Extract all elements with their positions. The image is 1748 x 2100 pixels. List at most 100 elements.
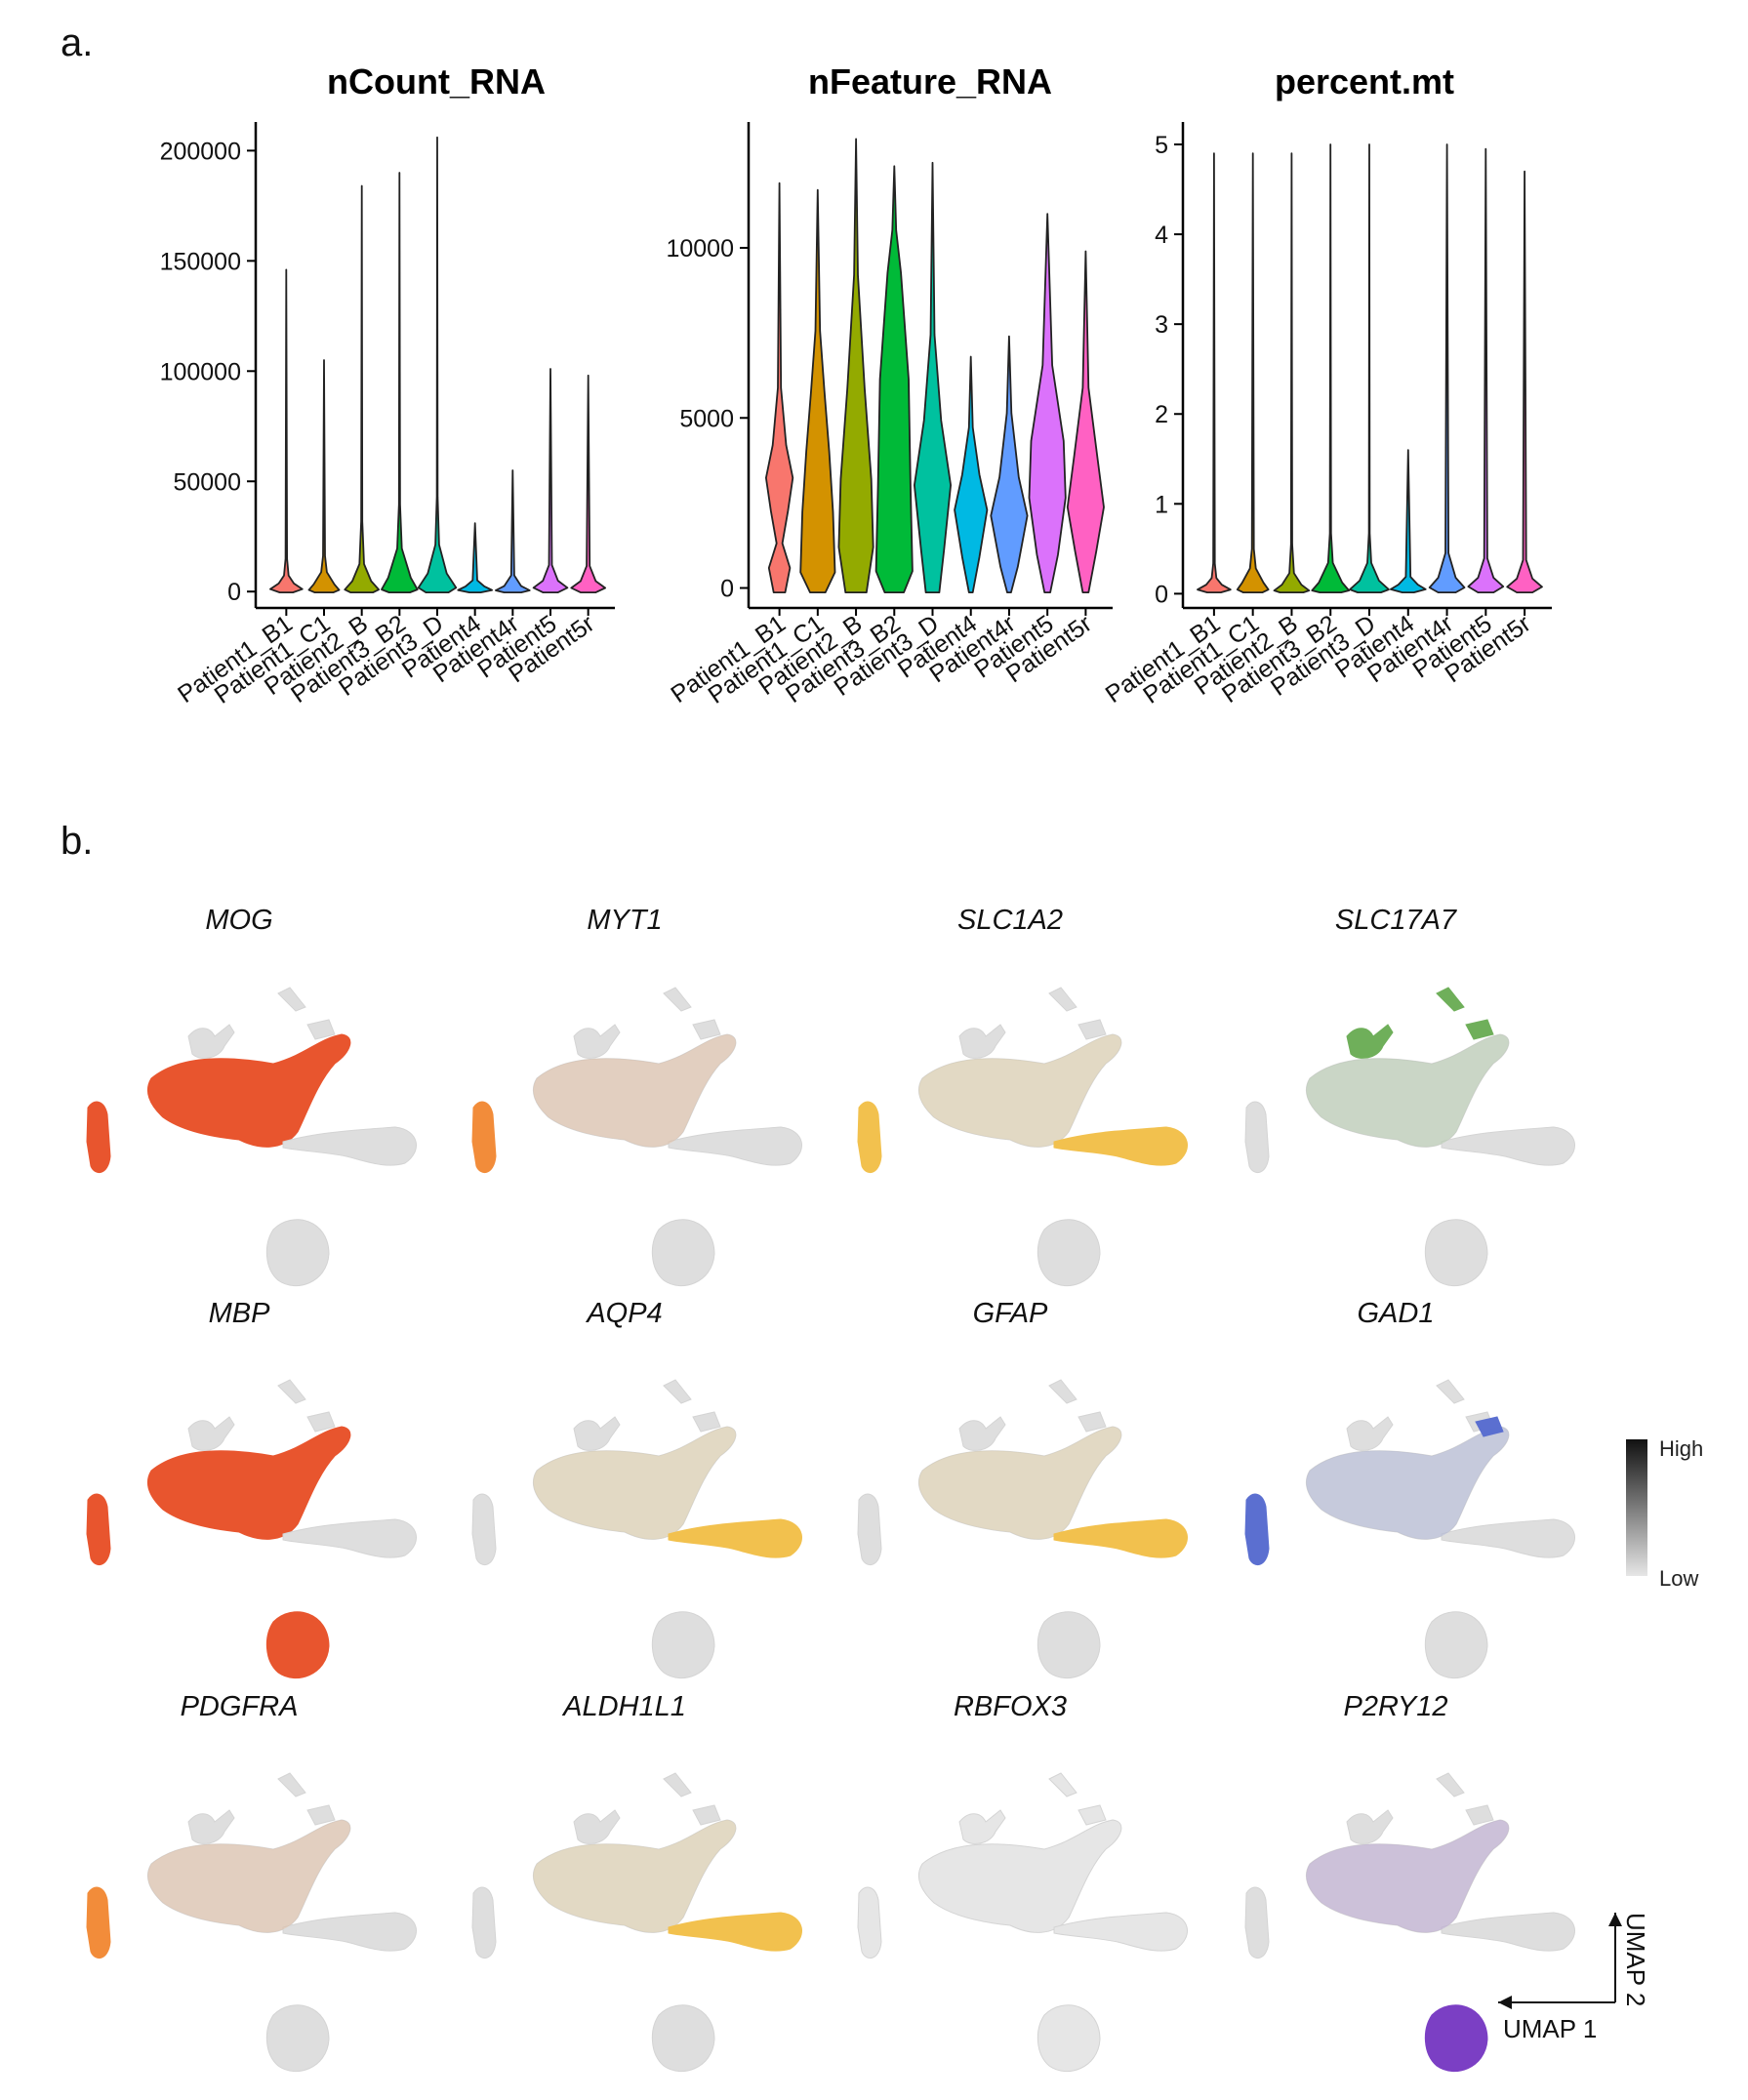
umap-cluster-oval [1037, 1219, 1101, 1287]
violin-Patient1_B1 [765, 182, 794, 593]
y-tick-label: 5000 [679, 405, 734, 432]
violin-Patient1_B1 [1197, 152, 1232, 593]
umap-cluster-main [147, 1819, 351, 1933]
umap-cluster-right [282, 1912, 417, 1952]
y-tick-label: 0 [720, 576, 734, 603]
umap-cluster-left [86, 1493, 111, 1566]
violin-Patient5r [570, 374, 606, 593]
violin-Patient3_B2 [874, 165, 914, 593]
umap-cluster-left [857, 1886, 882, 1959]
umap-cluster-left [471, 1493, 497, 1566]
violin-Patient4r [1428, 143, 1466, 593]
umap-cluster-top [573, 1772, 721, 1844]
umap-gene-title: P2RY12 [1344, 1691, 1448, 1722]
violin-title: nFeature_RNA [808, 61, 1052, 101]
umap-cluster-topright [1475, 1416, 1504, 1437]
umap-cluster-top [958, 987, 1107, 1059]
violin-Patient2_B [1273, 152, 1311, 593]
umap-axis-arrows: UMAP 1 UMAP 2 [1498, 1913, 1650, 2043]
umap-cluster-oval [651, 1611, 715, 1679]
violin-Patient2_B [837, 138, 874, 593]
umap-expression-overlay [1306, 1034, 1509, 1148]
violin-title: percent.mt [1275, 61, 1454, 101]
violin-Patient2_B [344, 184, 380, 593]
umap-expression-overlay [918, 1034, 1121, 1148]
umap-plot-MYT1: MYT1 [471, 905, 802, 1287]
y-tick-label: 3 [1155, 311, 1168, 339]
legend-high-label: High [1659, 1436, 1703, 1461]
umap-plot-P2RY12: P2RY12 [1244, 1691, 1575, 2073]
umap-gene-title: GAD1 [1358, 1298, 1435, 1329]
umap-cluster-main [918, 1033, 1122, 1148]
umap-cluster-left [857, 1493, 882, 1566]
umap-cluster-right [1053, 1126, 1188, 1166]
umap-cluster-oval [1037, 1611, 1101, 1679]
umap-expression-overlay [1306, 1820, 1509, 1933]
umap-cluster-oval [651, 2004, 715, 2073]
umap-plot-SLC1A2: SLC1A2 [857, 905, 1188, 1287]
y-tick-label: 150000 [160, 248, 241, 275]
violin-Patient5 [1467, 147, 1505, 593]
umap-gene-title: MYT1 [587, 905, 662, 936]
umap-cluster-oval [651, 1219, 715, 1287]
umap-cluster-top [187, 1772, 336, 1844]
umap-plot-SLC17A7: SLC17A7 [1244, 905, 1575, 1287]
umap-expression-overlay [533, 1820, 736, 1933]
umap-cluster-left [1244, 1886, 1270, 1959]
umap-plot-AQP4: AQP4 [471, 1298, 802, 1679]
umap-expression-overlay [918, 1427, 1121, 1540]
umap1-arrowhead [1498, 1996, 1512, 2009]
violin-Patient4r [495, 469, 531, 593]
violin-Patient5 [532, 368, 569, 593]
umap-cluster-right [668, 1518, 802, 1558]
umap-expression-overlay [147, 1820, 350, 1933]
umap-cluster-right [1441, 1912, 1575, 1952]
umap-plot-MBP: MBP [86, 1298, 417, 1679]
umap-plot-GFAP: GFAP [857, 1298, 1188, 1679]
umap-gene-title: PDGFRA [181, 1691, 299, 1722]
umap-cluster-right [1053, 1912, 1188, 1952]
umap-cluster-right [1441, 1518, 1575, 1558]
violin-Patient5r [1066, 250, 1105, 593]
legend-color-bar [1626, 1439, 1647, 1576]
umap-cluster-main [918, 1426, 1122, 1540]
umap-cluster-left [471, 1101, 497, 1174]
umap2-label: UMAP 2 [1621, 1913, 1650, 2006]
umap-gene-title: ALDH1L1 [561, 1691, 686, 1722]
umap-cluster-main [147, 1426, 351, 1540]
panel-label-b: b. [61, 820, 94, 863]
umap-plot-PDGFRA: PDGFRA [86, 1691, 417, 2073]
violin-Patient3_B2 [1311, 143, 1350, 593]
y-tick-label: 4 [1155, 222, 1168, 249]
panel-label-a: a. [61, 21, 94, 64]
violin-Patient4 [457, 522, 493, 593]
umap-gene-title: GFAP [973, 1298, 1048, 1329]
violin-Patient1_C1 [1236, 152, 1270, 593]
umap-cluster-oval [265, 1219, 330, 1287]
umap-plot-GAD1: GAD1 [1244, 1298, 1575, 1679]
umap-cluster-left [86, 1886, 111, 1959]
umap-cluster-oval [1424, 1219, 1488, 1287]
umap-expression-overlay [533, 1427, 736, 1540]
umap-cluster-right [1053, 1518, 1188, 1558]
umap-cluster-top [187, 987, 336, 1059]
umap-gene-title: MBP [209, 1298, 271, 1329]
violin-panel-2: nFeature_RNA0500010000Patient1_B1Patient… [666, 61, 1113, 709]
violin-panel-3: percent.mt012345Patient1_B1Patient1_C1Pa… [1101, 61, 1552, 709]
umap-cluster-oval [265, 2004, 330, 2073]
y-tick-label: 10000 [666, 235, 734, 262]
umap-gene-title: AQP4 [585, 1298, 662, 1329]
umap-cluster-main [533, 1033, 737, 1148]
violin-title: nCount_RNA [327, 61, 546, 101]
y-tick-label: 50000 [173, 468, 241, 496]
violin-Patient1_B1 [269, 268, 304, 593]
umap-cluster-top [573, 987, 721, 1059]
umap-cluster-left [857, 1101, 882, 1174]
umap-plot-MOG: MOG [86, 905, 417, 1287]
umap-cluster-right [668, 1912, 802, 1952]
umap-cluster-top [187, 1379, 336, 1451]
umap-cluster-oval [265, 1611, 330, 1679]
umap-cluster-top [573, 1379, 721, 1451]
violin-Patient5 [1028, 213, 1067, 593]
